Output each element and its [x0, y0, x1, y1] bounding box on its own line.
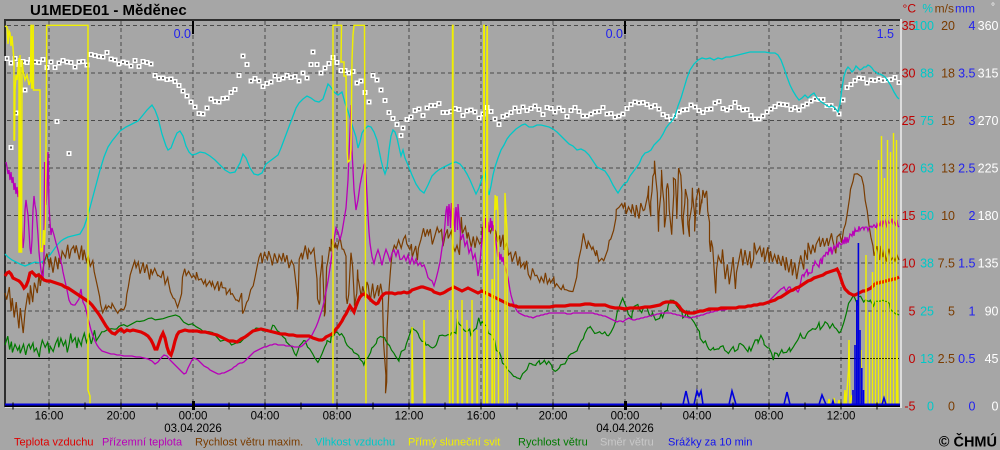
- svg-text:3.5: 3.5: [958, 67, 975, 81]
- svg-text:°C: °C: [903, 2, 917, 16]
- svg-text:2.5: 2.5: [958, 162, 975, 176]
- svg-text:4: 4: [969, 19, 976, 33]
- svg-text:04.04.2026: 04.04.2026: [596, 423, 654, 435]
- svg-text:Přízemní teplota: Přízemní teplota: [102, 437, 183, 449]
- svg-text:30: 30: [902, 67, 916, 81]
- svg-text:0.0: 0.0: [606, 27, 623, 41]
- svg-text:U1MEDE01 - Měděnec: U1MEDE01 - Měděnec: [30, 2, 187, 19]
- svg-text:2: 2: [969, 209, 976, 223]
- svg-text:20:00: 20:00: [107, 411, 136, 423]
- svg-text:90: 90: [985, 304, 999, 318]
- svg-text:04:00: 04:00: [251, 411, 280, 423]
- svg-text:0: 0: [909, 352, 916, 366]
- svg-text:25: 25: [920, 304, 934, 318]
- svg-text:2.5: 2.5: [938, 352, 955, 366]
- svg-text:35: 35: [902, 19, 916, 33]
- svg-text:16:00: 16:00: [35, 411, 64, 423]
- svg-text:0: 0: [969, 399, 976, 413]
- svg-text:0.5: 0.5: [958, 352, 975, 366]
- svg-text:18: 18: [941, 67, 955, 81]
- svg-text:m/s: m/s: [935, 2, 954, 16]
- svg-text:20:00: 20:00: [539, 411, 568, 423]
- svg-text:00:00: 00:00: [611, 411, 640, 423]
- svg-text:-5: -5: [904, 399, 915, 413]
- svg-text:135: 135: [978, 257, 999, 271]
- svg-text:5: 5: [948, 304, 955, 318]
- svg-text:Rychlost větru maxim.: Rychlost větru maxim.: [195, 437, 303, 449]
- svg-text:Srážky za 10 min: Srážky za 10 min: [668, 437, 752, 449]
- svg-text:Rychlost větru: Rychlost větru: [518, 437, 588, 449]
- svg-text:180: 180: [978, 209, 999, 223]
- svg-text:Teplota vzduchu: Teplota vzduchu: [14, 437, 94, 449]
- svg-text:0: 0: [927, 399, 934, 413]
- svg-text:1: 1: [969, 304, 976, 318]
- svg-text:0: 0: [948, 399, 955, 413]
- svg-text:08:00: 08:00: [323, 411, 352, 423]
- svg-text:360: 360: [978, 19, 999, 33]
- svg-text:0: 0: [992, 399, 999, 413]
- svg-text:Přímý sluneční svit: Přímý sluneční svit: [408, 437, 500, 449]
- svg-text:7.5: 7.5: [938, 257, 955, 271]
- svg-text:°: °: [991, 2, 995, 13]
- svg-text:38: 38: [920, 257, 934, 271]
- svg-text:45: 45: [985, 352, 999, 366]
- svg-text:1.5: 1.5: [877, 27, 894, 41]
- svg-text:%: %: [922, 2, 933, 16]
- svg-text:12:00: 12:00: [395, 411, 424, 423]
- svg-text:100: 100: [913, 19, 934, 33]
- svg-text:mm: mm: [955, 2, 975, 16]
- svg-text:270: 270: [978, 114, 999, 128]
- svg-text:04:00: 04:00: [683, 411, 712, 423]
- svg-text:00:00: 00:00: [179, 411, 208, 423]
- svg-text:16:00: 16:00: [467, 411, 496, 423]
- svg-text:5: 5: [909, 304, 916, 318]
- svg-text:0.0: 0.0: [174, 27, 191, 41]
- svg-text:08:00: 08:00: [755, 411, 784, 423]
- svg-text:03.04.2026: 03.04.2026: [164, 423, 222, 435]
- svg-text:225: 225: [978, 162, 999, 176]
- svg-text:25: 25: [902, 114, 916, 128]
- svg-text:20: 20: [941, 19, 955, 33]
- svg-text:315: 315: [978, 67, 999, 81]
- svg-text:13: 13: [920, 352, 934, 366]
- svg-text:88: 88: [920, 67, 934, 81]
- svg-text:20: 20: [902, 162, 916, 176]
- svg-text:63: 63: [920, 162, 934, 176]
- svg-text:Směr větru: Směr větru: [600, 437, 654, 449]
- svg-text:15: 15: [902, 209, 916, 223]
- svg-text:13: 13: [941, 162, 955, 176]
- svg-text:10: 10: [941, 209, 955, 223]
- svg-text:75: 75: [920, 114, 934, 128]
- svg-text:Vlhkost vzduchu: Vlhkost vzduchu: [315, 437, 395, 449]
- svg-text:12:00: 12:00: [827, 411, 856, 423]
- svg-text:1.5: 1.5: [958, 257, 975, 271]
- svg-text:3: 3: [969, 114, 976, 128]
- svg-text:15: 15: [941, 114, 955, 128]
- svg-text:© ČHMÚ: © ČHMÚ: [939, 433, 997, 450]
- svg-text:50: 50: [920, 209, 934, 223]
- svg-text:10: 10: [902, 257, 916, 271]
